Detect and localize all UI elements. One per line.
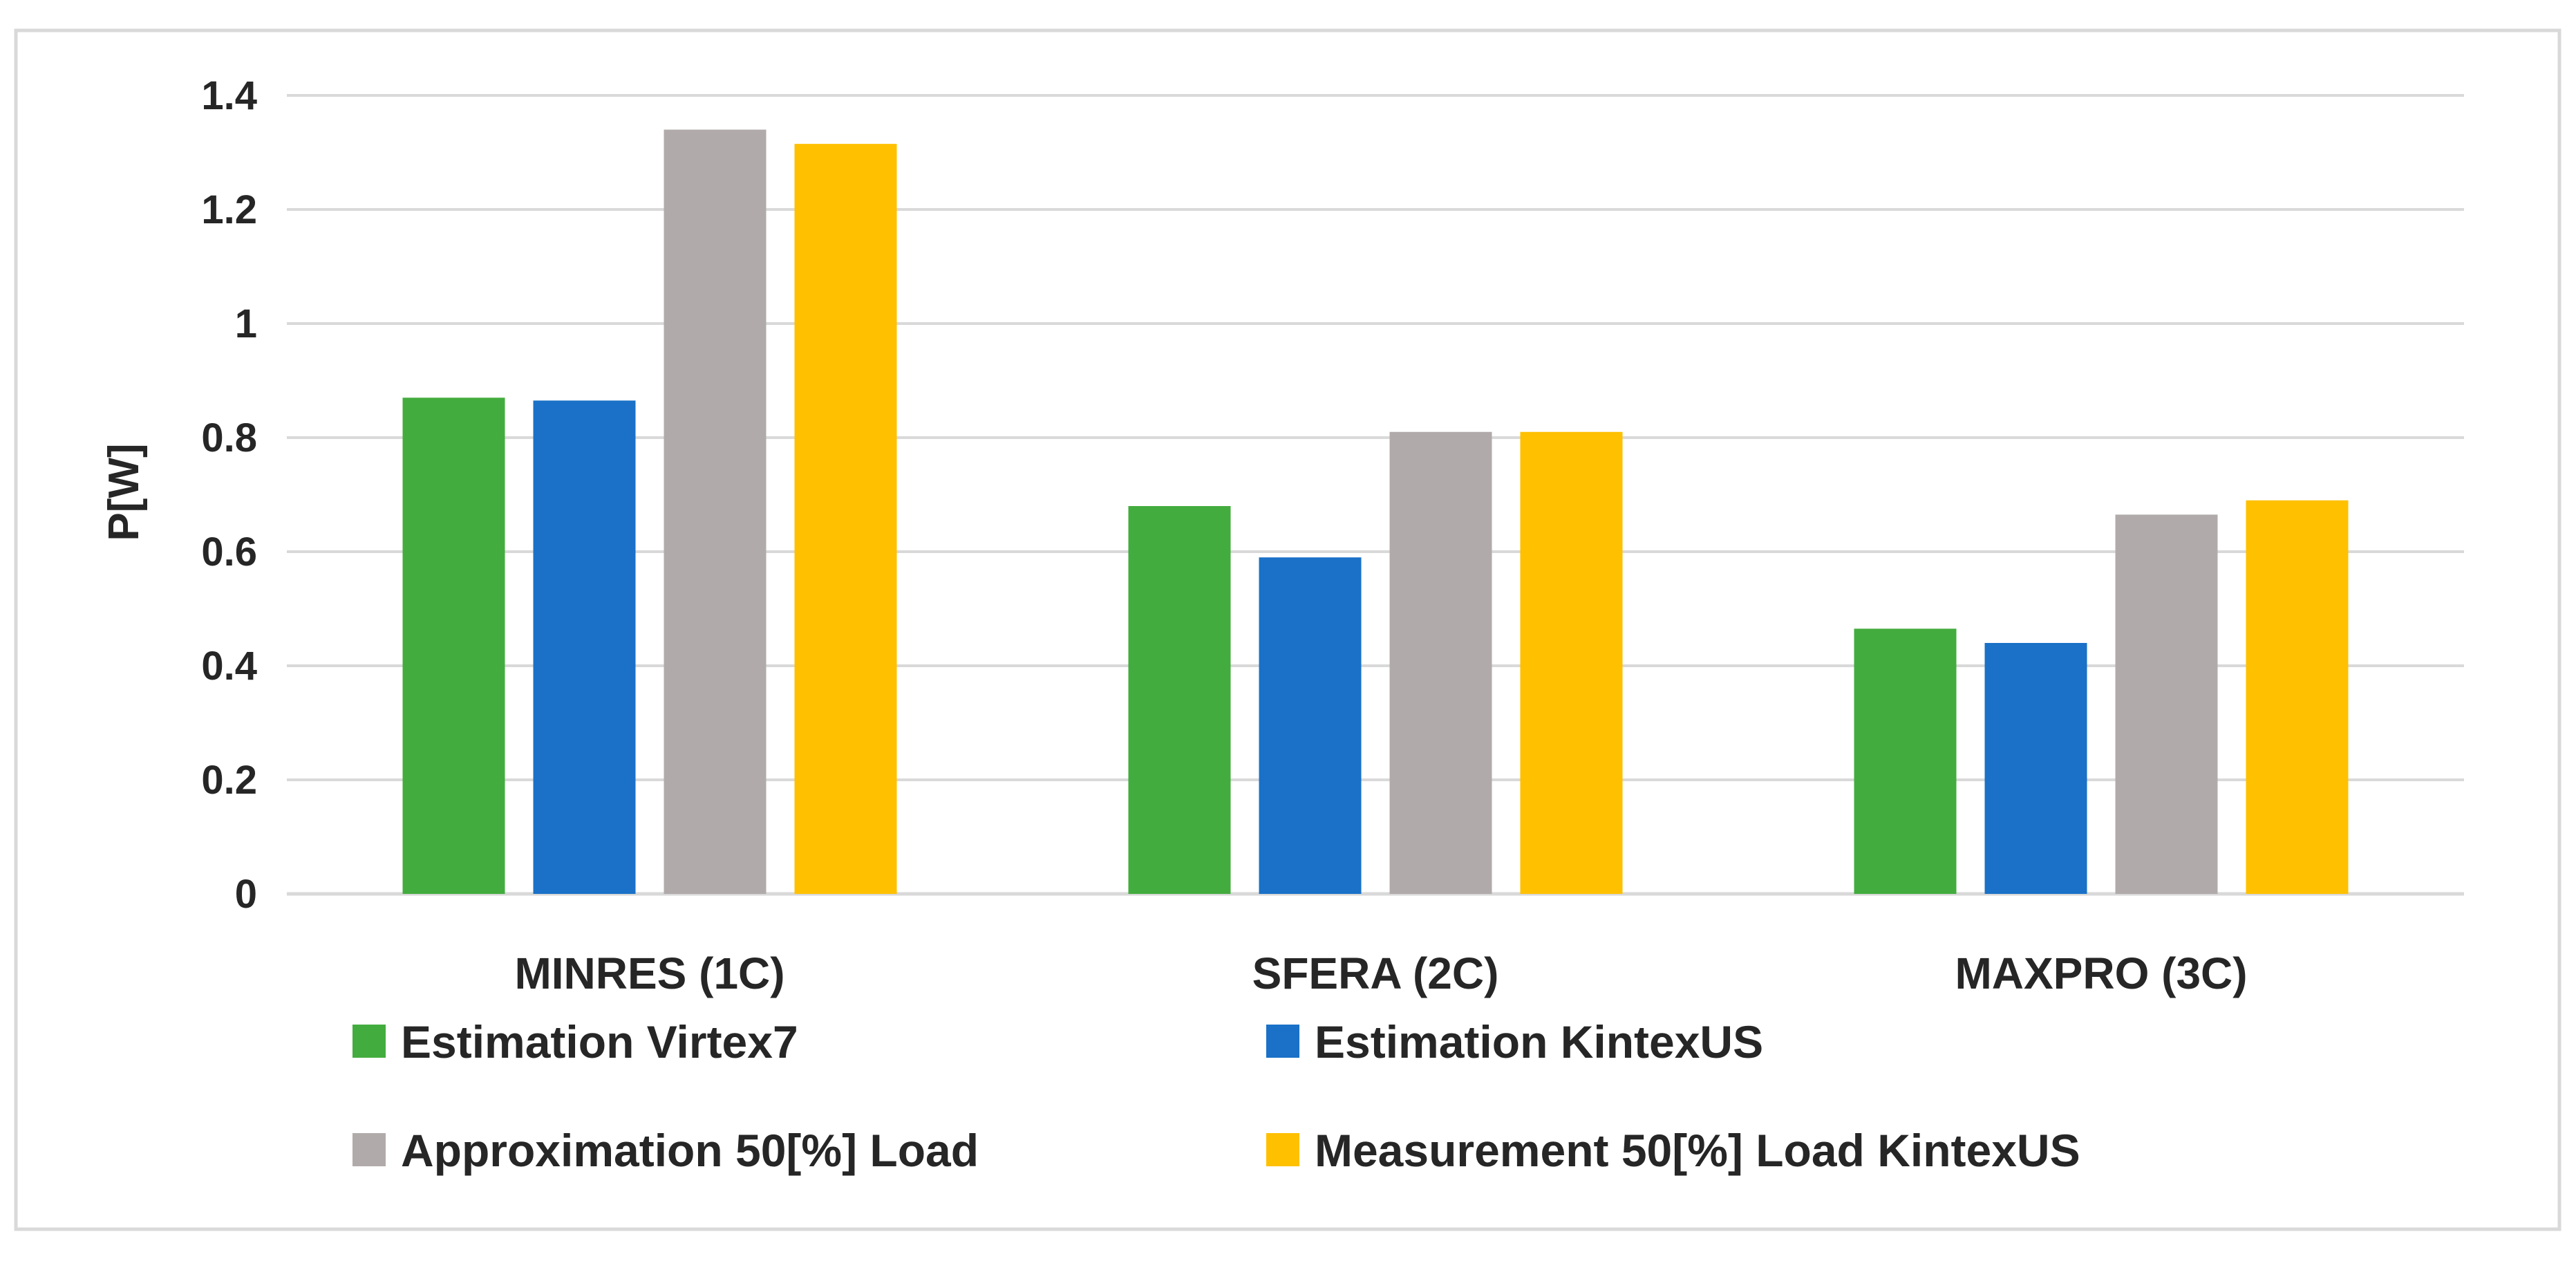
legend-label: Approximation 50[%] Load: [401, 1125, 979, 1176]
y-tick-label: 1.4: [201, 73, 257, 118]
y-axis-ticks: 0 0.2 0.4 0.6 0.8 1 1.2 1.4: [201, 73, 257, 917]
legend-label: Measurement 50[%] Load KintexUS: [1315, 1125, 2080, 1176]
bar-4-2: [1520, 431, 1623, 894]
bar-4-3: [2246, 500, 2349, 894]
legend-swatch: [352, 1025, 386, 1058]
bar-1-1: [402, 398, 505, 894]
y-tick-label: 1.2: [201, 187, 257, 232]
x-category-label: SFERA (2C): [1252, 949, 1499, 998]
legend-label: Estimation KintexUS: [1315, 1016, 1763, 1067]
legend-swatch: [352, 1133, 386, 1166]
bar-4-1: [794, 144, 897, 894]
bar-1-3: [1854, 628, 1957, 894]
gridlines: [287, 94, 2464, 896]
y-tick-label: 0: [235, 872, 257, 917]
y-tick-label: 1: [235, 301, 257, 346]
bar-3-1: [664, 129, 767, 894]
bar-2-3: [1984, 643, 2087, 894]
x-axis-categories: MINRES (1C) SFERA (2C) MAXPRO (3C): [514, 949, 2247, 998]
bar-2-2: [1259, 557, 1362, 894]
bars: [402, 129, 2349, 894]
x-category-label: MAXPRO (3C): [1955, 949, 2247, 998]
y-tick-label: 0.6: [201, 530, 257, 575]
bar-3-3: [2115, 514, 2218, 894]
legend-swatch: [1266, 1025, 1299, 1058]
bar-3-2: [1389, 431, 1492, 894]
legend-label: Estimation Virtex7: [401, 1016, 798, 1067]
y-tick-label: 0.2: [201, 758, 257, 803]
bar-2-1: [533, 400, 636, 894]
y-tick-label: 0.4: [201, 644, 257, 689]
legend: Estimation Virtex7 Estimation KintexUS App…: [352, 1016, 2080, 1176]
y-tick-label: 0.8: [201, 415, 257, 460]
bar-1-2: [1128, 506, 1231, 894]
legend-swatch: [1266, 1133, 1299, 1166]
x-category-label: MINRES (1C): [514, 949, 784, 998]
y-axis-title: P[W]: [100, 443, 148, 541]
